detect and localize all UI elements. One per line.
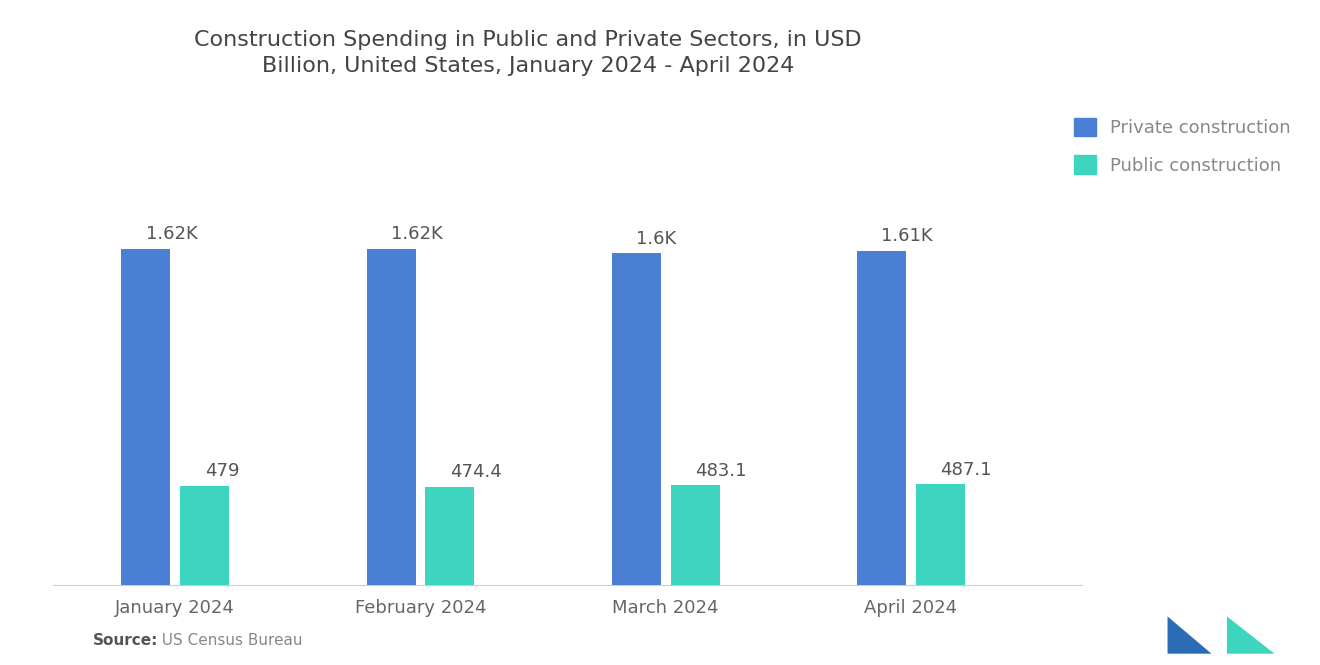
Bar (425, 487, 474, 585)
Text: 474.4: 474.4 (450, 464, 502, 481)
Bar (121, 249, 170, 585)
Bar (671, 485, 719, 585)
Text: Construction Spending in Public and Private Sectors, in USD
Billion, United Stat: Construction Spending in Public and Priv… (194, 30, 862, 76)
Text: 1.62K: 1.62K (147, 225, 198, 243)
Bar (367, 249, 416, 585)
Text: 479: 479 (205, 462, 239, 480)
Polygon shape (1167, 616, 1212, 654)
Text: US Census Bureau: US Census Bureau (152, 633, 302, 648)
Text: Source:: Source: (92, 633, 158, 648)
Text: 487.1: 487.1 (940, 461, 991, 479)
Bar (857, 251, 906, 585)
Text: 1.6K: 1.6K (636, 229, 676, 247)
Bar (181, 485, 230, 585)
Text: 1.61K: 1.61K (882, 227, 933, 245)
Bar (916, 484, 965, 585)
Polygon shape (1226, 616, 1274, 654)
Text: 1.62K: 1.62K (391, 225, 442, 243)
Text: 483.1: 483.1 (696, 462, 747, 479)
Bar (611, 253, 661, 585)
Legend: Private construction, Public construction: Private construction, Public constructio… (1065, 109, 1300, 184)
